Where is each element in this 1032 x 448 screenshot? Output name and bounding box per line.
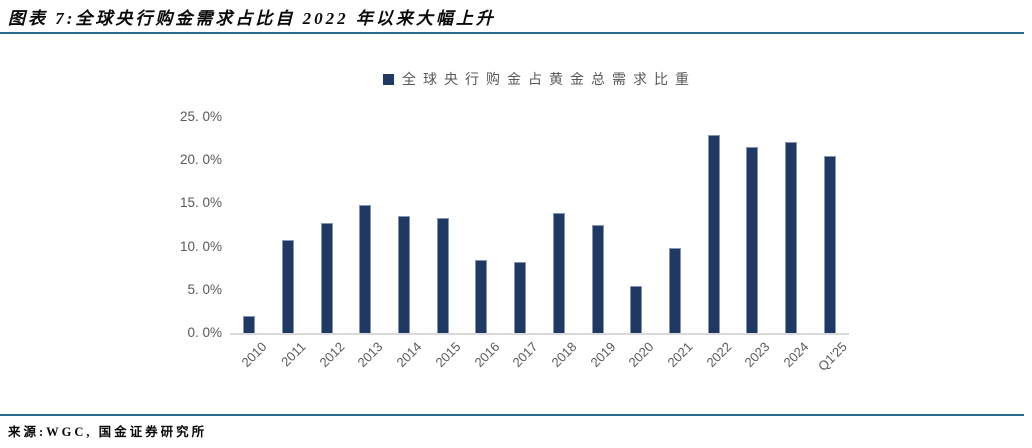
footer-rule [0, 414, 1024, 416]
bar-2014 [398, 215, 411, 333]
bar-2022 [707, 135, 720, 333]
y-tick-label-10: 10. 0% [179, 238, 222, 254]
bar-2021 [668, 248, 681, 333]
bar-slot-2015 [423, 117, 462, 333]
bar-2017 [514, 262, 527, 333]
y-tick-label-15: 15. 0% [179, 195, 222, 211]
x-axis-tick-labels: 2010 2011 2012 2013 2014 2015 2016 2017 2018 2019… [230, 339, 851, 399]
bar-2012 [320, 223, 333, 333]
y-tick-label-25: 25. 0% [179, 109, 222, 124]
plot-area [230, 117, 849, 335]
bar-slot-2024 [772, 117, 811, 333]
bar-2015 [436, 218, 449, 333]
legend-label: 全球央行购金占黄金总需求比重 [402, 73, 696, 88]
bar-slot-2013 [346, 117, 385, 333]
bar-2023 [746, 147, 759, 333]
x-tick-label-2020: 2020 [625, 339, 657, 371]
bar-2019 [591, 225, 604, 333]
x-tick-label-2024: 2024 [780, 339, 812, 371]
bar-2024 [784, 142, 797, 333]
x-tick-label-2012: 2012 [316, 339, 348, 371]
bar-2018 [552, 212, 565, 333]
y-tick-label-0: 0. 0% [187, 325, 222, 340]
bar-slot-2012 [307, 117, 346, 333]
bar-slot-2016 [462, 117, 501, 333]
bar-slot-2020 [617, 117, 656, 333]
x-tick-label-q1-25: Q1'25 [815, 339, 851, 374]
x-tick-label-2017: 2017 [509, 339, 541, 371]
title-underline [0, 32, 1024, 34]
bar-2016 [475, 260, 488, 333]
bars-container [230, 117, 849, 333]
bar-2010 [243, 315, 256, 333]
bar-slot-2018 [540, 117, 579, 333]
x-tick-label-2015: 2015 [432, 339, 464, 371]
bar-slot-2011 [269, 117, 308, 333]
x-tick-label-2016: 2016 [471, 339, 503, 371]
legend-square-icon [383, 73, 394, 85]
x-tick-label-2014: 2014 [393, 339, 425, 371]
bar-2020 [630, 286, 643, 333]
bar-slot-2010 [230, 117, 269, 333]
x-tick-label-2023: 2023 [741, 339, 773, 371]
x-tick-label-2022: 2022 [703, 339, 735, 371]
source-note: 来源:WGC, 国金证券研究所 [8, 425, 208, 439]
figure-title: 图表 7:全球央行购金需求占比自 2022 年以来大幅上升 [8, 9, 496, 28]
y-tick-label-20: 20. 0% [179, 152, 222, 168]
bar-2011 [282, 239, 295, 333]
y-tick-label-5: 5. 0% [187, 281, 222, 297]
bar-slot-2014 [385, 117, 424, 333]
bar-slot-q1-25 [810, 117, 849, 333]
x-tick-label-2021: 2021 [664, 339, 696, 371]
x-tick-label-2011: 2011 [278, 339, 309, 370]
bar-slot-2022 [694, 117, 733, 333]
x-tick-label-2013: 2013 [354, 339, 387, 371]
bar-slot-2019 [578, 117, 617, 333]
bar-slot-2017 [501, 117, 540, 333]
bar-slot-2023 [733, 117, 772, 333]
x-tick-label-2018: 2018 [548, 339, 580, 371]
bar-2013 [359, 205, 372, 333]
chart-legend: 全球央行购金占黄金总需求比重 [230, 69, 849, 89]
bar-slot-2021 [656, 117, 695, 333]
x-tick-label-2019: 2019 [587, 339, 619, 371]
x-tick-label-2010: 2010 [238, 339, 270, 371]
bar-q1-25 [823, 155, 836, 333]
